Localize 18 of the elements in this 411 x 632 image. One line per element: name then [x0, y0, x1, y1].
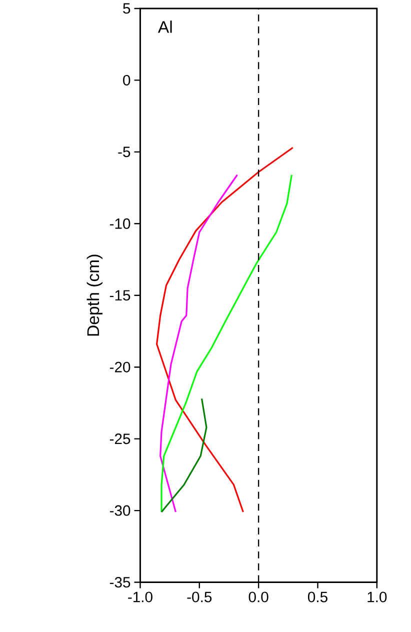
x-tick-label: 0.5	[308, 592, 328, 602]
x-tick-label: 0.0	[248, 592, 268, 602]
y-tick-label: -10	[110, 218, 130, 229]
line-series	[160, 398, 208, 513]
x-tick-label: -0.5	[187, 592, 212, 602]
y-tick-label: -20	[110, 362, 130, 372]
y-tick-label: -5	[118, 146, 130, 158]
annotation: Al	[158, 20, 172, 33]
y-axis-title: Depth (cm)	[86, 254, 103, 336]
y-tick-label: -30	[110, 505, 130, 516]
line-series	[160, 174, 238, 513]
y-tick-label: -25	[110, 434, 130, 444]
y-tick-label: -15	[110, 290, 130, 301]
y-tick-label: 5	[123, 3, 130, 14]
x-tick-label: -1.0	[128, 592, 153, 602]
y-tick-label: -35	[110, 577, 130, 588]
y-tick-label: 0	[123, 74, 130, 86]
x-tick-label: 1.0	[368, 592, 387, 602]
